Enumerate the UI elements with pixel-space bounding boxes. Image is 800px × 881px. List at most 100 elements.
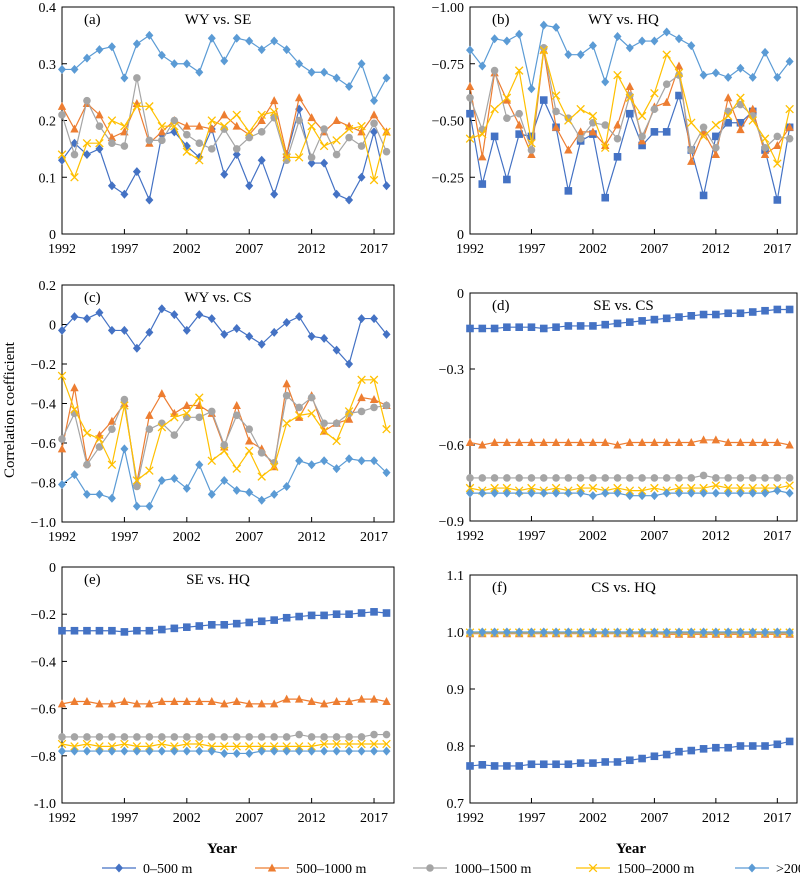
data-point [332,136,341,145]
data-point [539,44,548,52]
y-tick-label: 0.8 [447,740,465,755]
data-point [307,742,316,751]
data-point [576,483,585,493]
data-point [357,172,366,182]
data-point [332,733,341,741]
data-point [282,694,291,703]
data-point [564,145,573,154]
data-point [588,437,598,446]
data-point [232,748,241,758]
data-point [773,132,782,141]
data-point [760,134,770,143]
data-point [465,134,475,143]
panel-title: WY vs. CS [184,290,251,306]
data-point [357,59,366,69]
data-point [244,127,254,137]
data-point [282,156,291,165]
data-point [170,121,179,131]
panel-title: CS vs. HQ [591,580,656,596]
data-point [502,483,512,493]
data-point [724,743,732,752]
data-point [370,608,378,616]
data-point [245,331,254,341]
data-point [650,128,659,136]
data-point [220,699,229,708]
series-500-1000-m [465,45,794,165]
data-point [182,739,192,749]
data-point [773,72,782,82]
data-point [357,393,366,402]
data-point [674,483,684,493]
data-point [232,150,241,160]
data-point [760,150,770,159]
data-point [502,95,512,104]
data-point [382,468,391,478]
data-point [748,116,758,125]
data-point [269,462,279,471]
data-point [220,733,229,741]
data-point [145,410,154,419]
data-point [478,761,487,769]
data-point [332,746,341,756]
data-point [625,81,635,90]
data-point [207,145,216,153]
data-point [601,320,610,329]
data-point [527,323,536,331]
data-point [552,323,560,331]
data-point [95,746,104,756]
y-tick-label: 0 [49,319,56,334]
data-point [82,697,92,706]
data-point [145,425,154,433]
series-2000-m [58,30,391,106]
data-point [95,45,104,55]
y-tick-label: −0.50 [432,115,464,130]
series-1000-1500-m [466,44,794,154]
data-point [687,118,696,128]
data-point [295,612,303,621]
data-point [650,627,659,637]
y-tick-label: 0.1 [39,171,57,186]
data-point [761,488,770,498]
data-point [133,733,141,741]
data-point [95,489,104,499]
data-point [527,474,536,482]
data-point [613,758,622,766]
data-point [687,146,696,154]
data-point [332,419,341,428]
data-point [699,483,708,493]
data-point [232,697,241,706]
data-point [207,456,217,466]
data-point [650,89,659,98]
x-axis-label-right: Year [616,841,646,857]
data-point [625,43,634,53]
data-point [773,159,782,168]
data-point [687,156,696,165]
data-point [58,111,66,119]
data-point [207,697,216,706]
data-point [307,331,316,341]
data-point [382,181,391,191]
y-tick-label: −0.2 [31,358,56,373]
series-500-1000-m [465,435,794,449]
data-point [157,746,166,756]
data-point [601,488,610,498]
data-point [576,474,585,482]
data-point [282,613,291,622]
data-point [613,70,622,80]
data-point [182,147,192,156]
data-point [320,733,328,741]
data-point [466,109,474,118]
data-point [95,733,104,741]
data-point [270,616,278,624]
data-point [637,437,647,446]
x-tick-label: 2017 [763,811,791,826]
data-point [357,733,366,741]
data-point [344,414,354,423]
data-point [564,627,573,637]
panel-a: 0 0.1 0.2 0.3 0.4 1992 1997 2002 2007 2012 2017 (a)… [39,1,395,257]
data-point [357,142,366,150]
y-tick-label: 0 [457,228,464,243]
data-point [490,474,499,482]
y-tick-label: −0.4 [31,655,56,670]
